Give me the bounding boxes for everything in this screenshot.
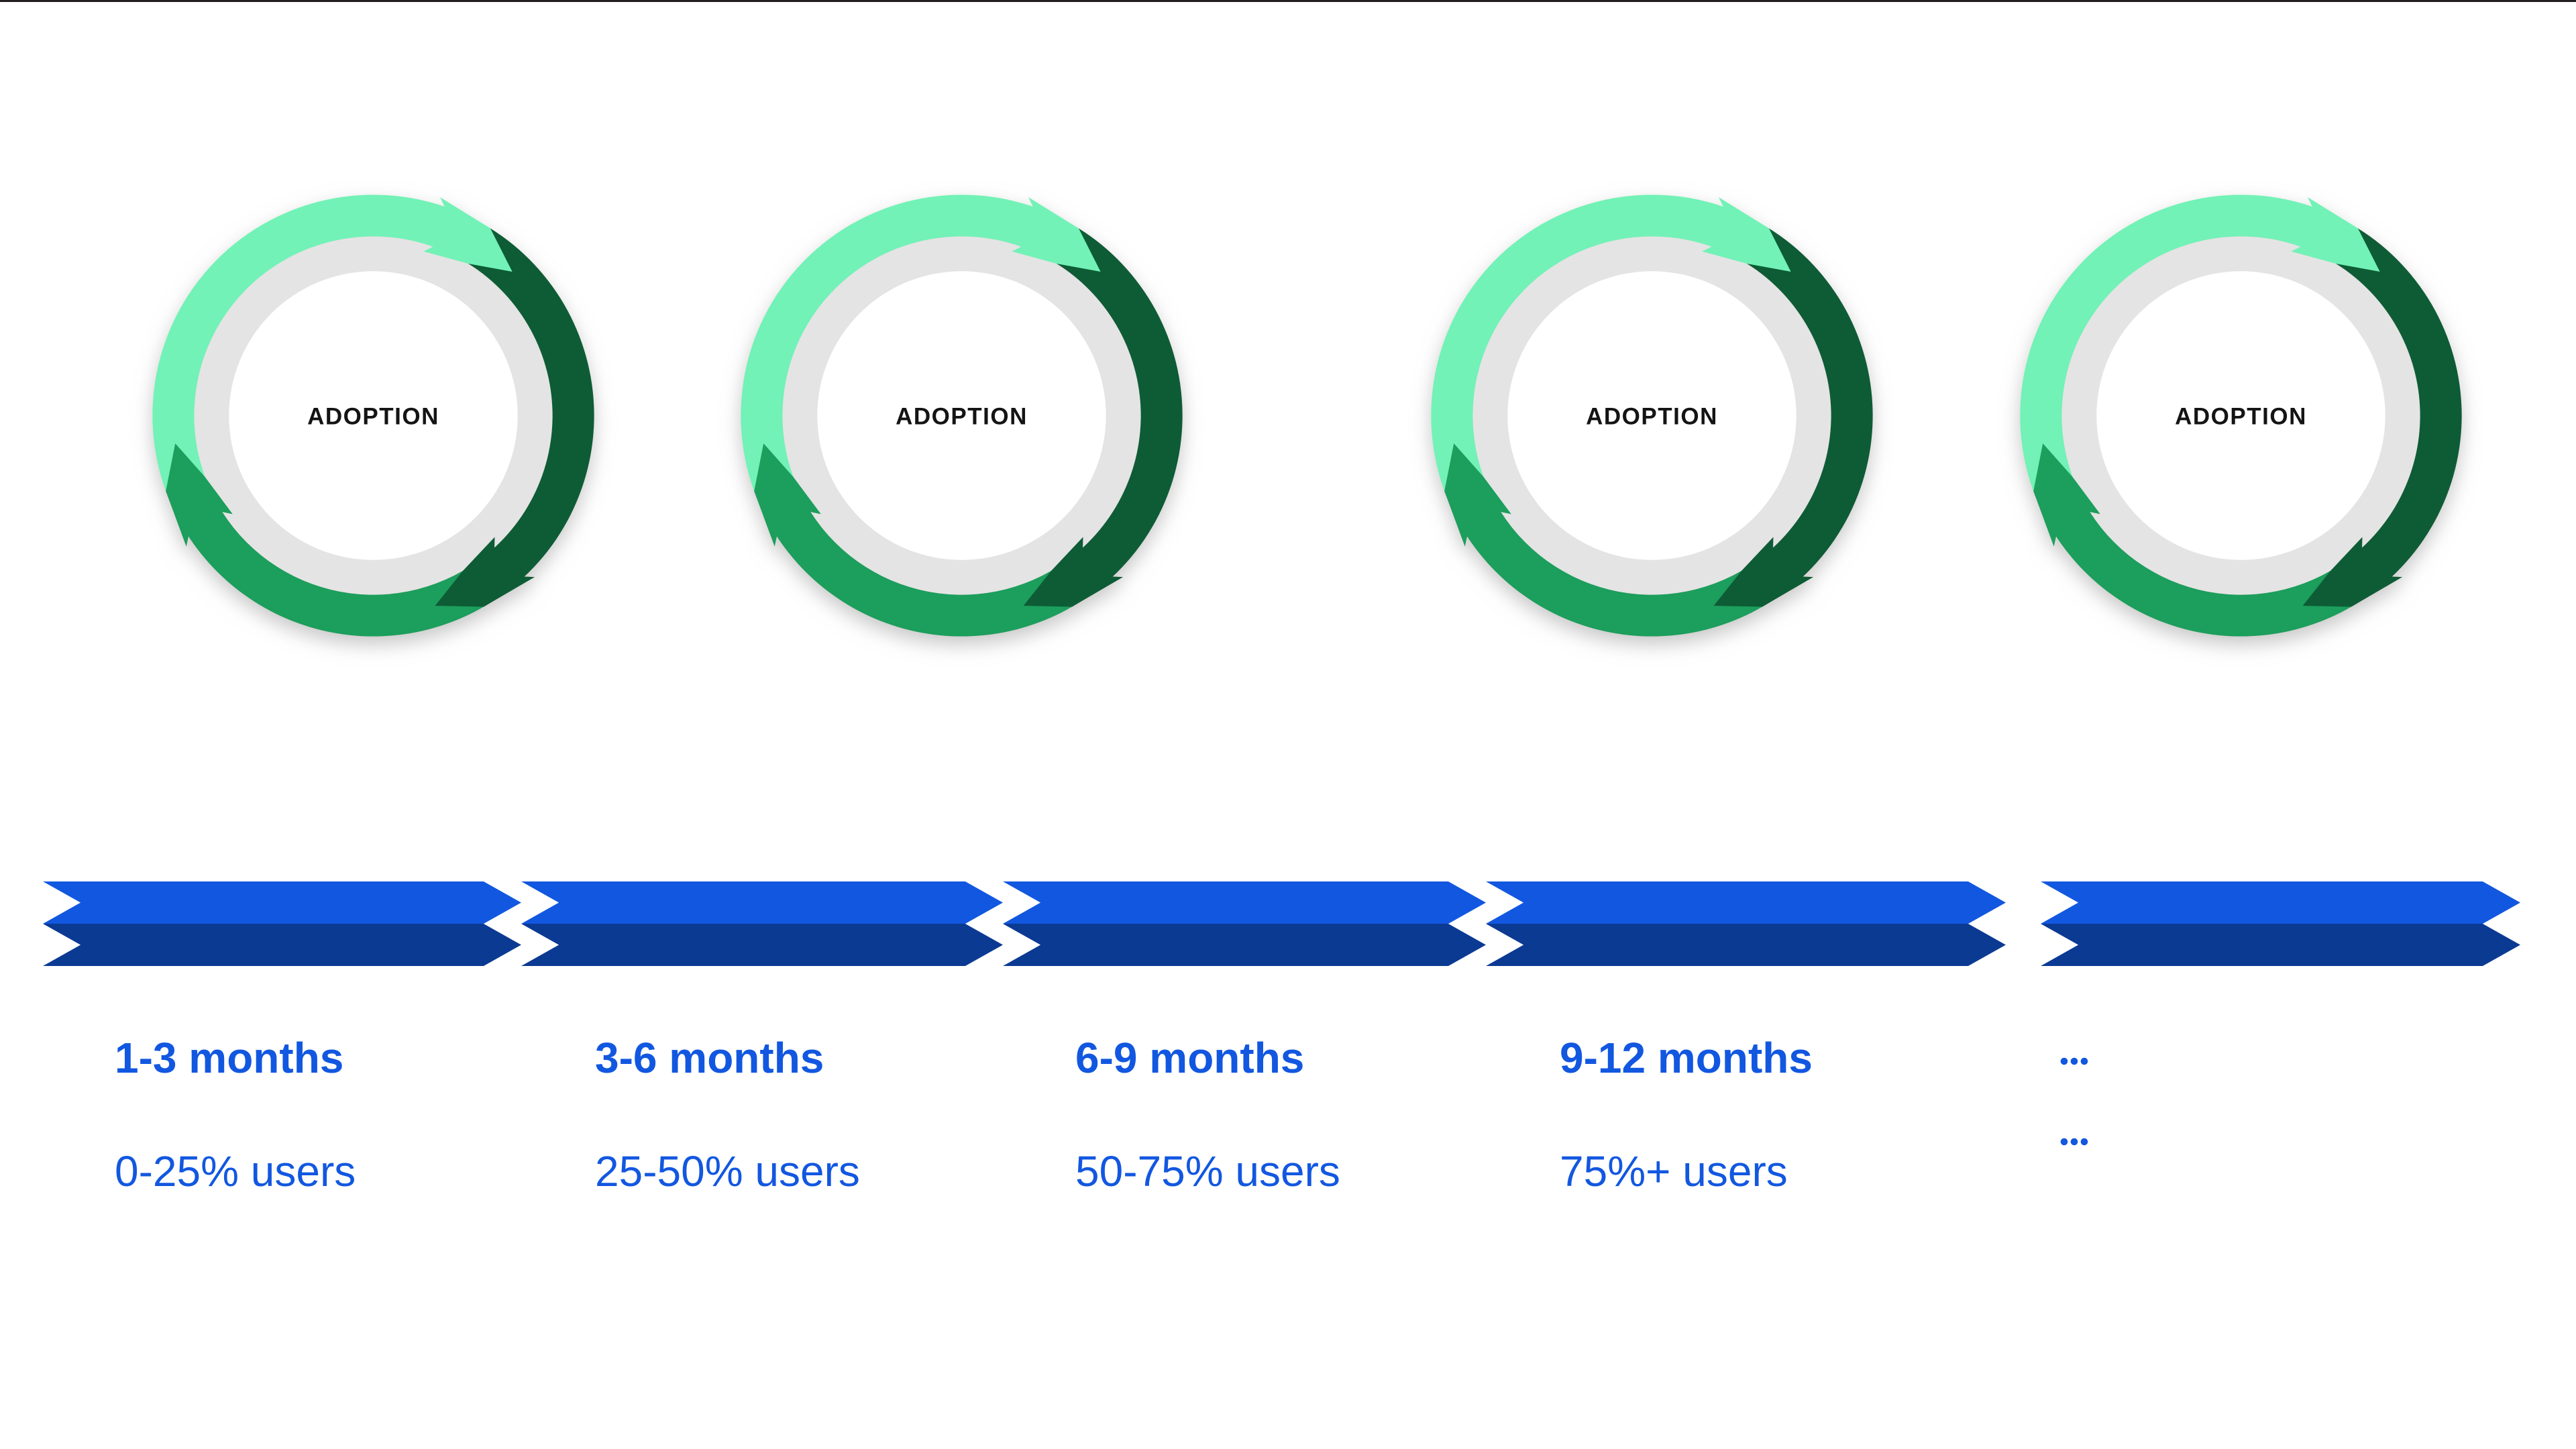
svg-text:ADOPTION: ADOPTION: [896, 403, 1028, 429]
svg-text:ADOPTION: ADOPTION: [2175, 403, 2307, 429]
svg-text:ADOPTION: ADOPTION: [307, 403, 439, 429]
svg-text:ADOPTION: ADOPTION: [1586, 403, 1718, 429]
